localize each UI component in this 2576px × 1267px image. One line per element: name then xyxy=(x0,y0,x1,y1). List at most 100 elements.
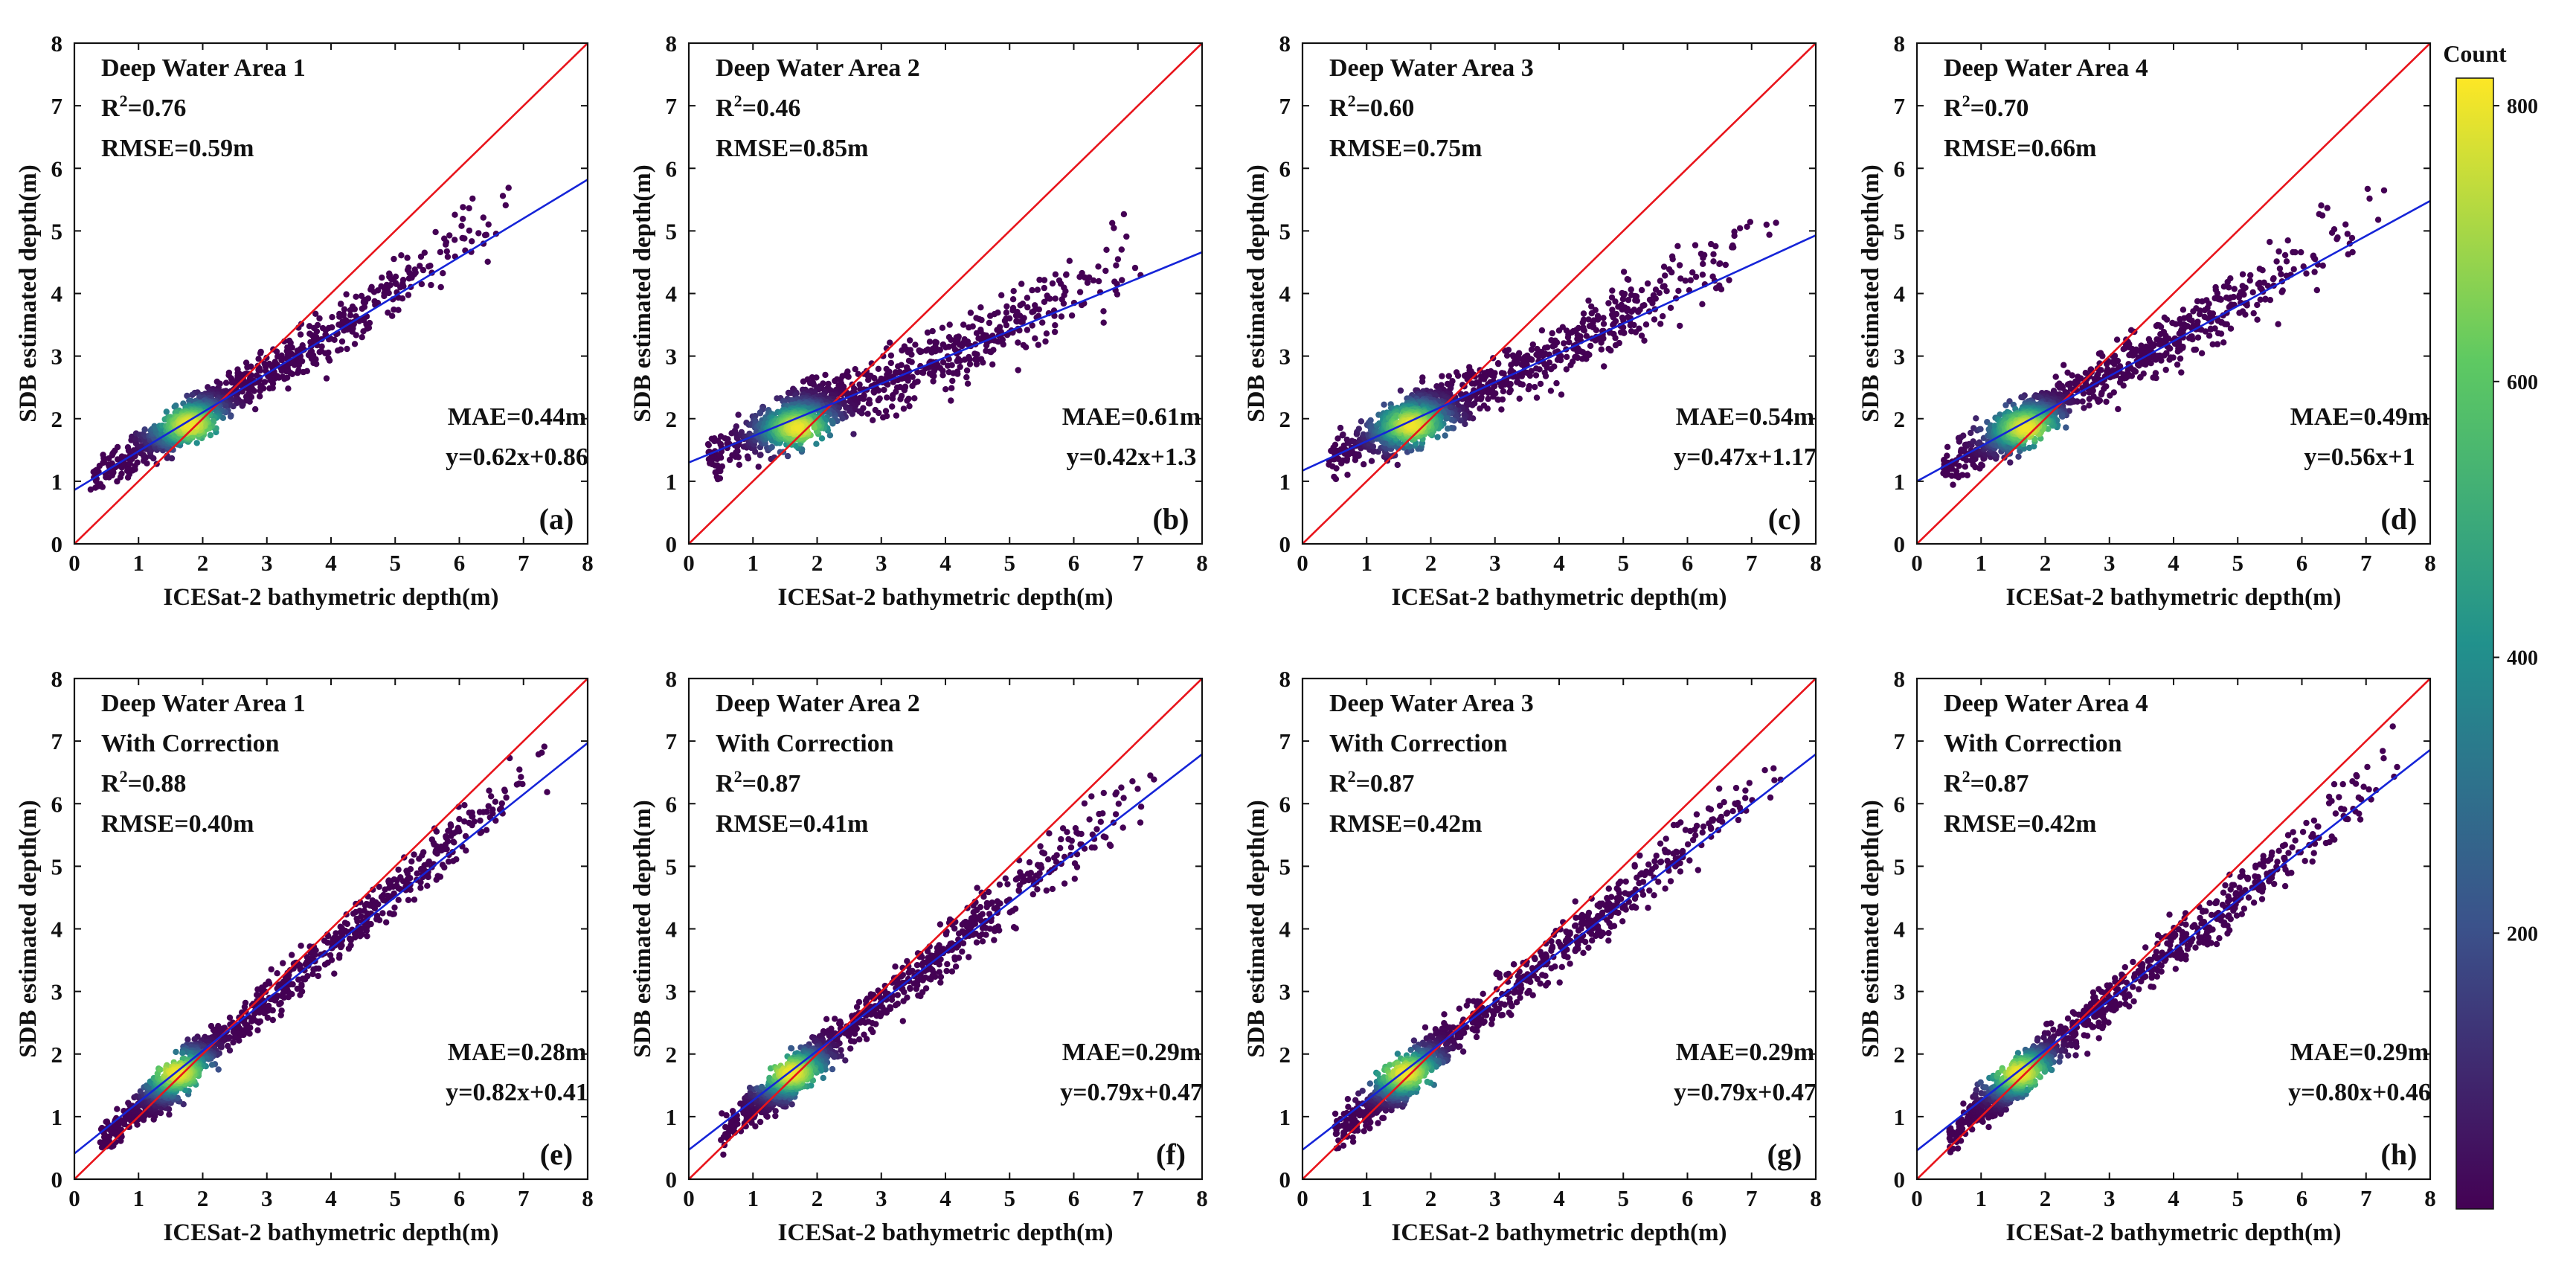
data-point xyxy=(2227,325,2235,332)
y-tick-label: 6 xyxy=(666,155,678,182)
data-point xyxy=(1968,429,1974,437)
r2-prefix: R xyxy=(101,94,120,122)
data-point xyxy=(2242,311,2249,318)
data-point xyxy=(1632,297,1639,304)
y-axis-label: SDB estimated depth(m) xyxy=(1243,164,1270,422)
data-point xyxy=(889,395,896,402)
data-point xyxy=(2214,341,2221,347)
data-point xyxy=(300,368,306,376)
data-point xyxy=(2278,289,2285,295)
data-point xyxy=(957,363,963,371)
data-point xyxy=(1076,274,1083,280)
data-point xyxy=(316,315,323,322)
data-point xyxy=(1120,211,1128,218)
data-point xyxy=(425,263,432,270)
data-point xyxy=(488,793,495,800)
data-point xyxy=(278,356,285,364)
x-tick-label: 8 xyxy=(1810,550,1822,576)
x-tick-label: 6 xyxy=(454,550,466,576)
data-point xyxy=(880,414,887,421)
data-point xyxy=(1337,424,1344,432)
data-point xyxy=(475,230,482,237)
fit-line xyxy=(1917,199,2430,483)
data-point xyxy=(1554,356,1561,363)
y-tick-label: 1 xyxy=(666,469,678,495)
data-point xyxy=(2243,302,2250,309)
data-point xyxy=(239,402,245,409)
data-point xyxy=(469,821,475,829)
data-point xyxy=(1095,278,1102,285)
data-point xyxy=(1651,316,1658,323)
data-point xyxy=(2150,374,2156,381)
data-point xyxy=(2158,357,2165,364)
data-point xyxy=(1660,263,1668,270)
y-tick-label: 1 xyxy=(1279,469,1291,495)
data-point xyxy=(1498,370,1506,376)
fit-equation: y=0.56x+1 xyxy=(2304,443,2415,471)
data-point xyxy=(1722,261,1729,269)
data-point xyxy=(1003,321,1010,329)
data-point xyxy=(498,800,505,806)
panel-letter: (a) xyxy=(539,502,574,536)
data-point xyxy=(1332,441,1339,448)
data-point xyxy=(875,397,881,404)
data-point xyxy=(281,376,288,382)
data-point xyxy=(1041,277,1048,283)
data-point xyxy=(930,378,937,385)
mae-label: MAE=0.61m xyxy=(1062,403,1201,431)
data-point xyxy=(908,351,915,358)
data-point xyxy=(1773,219,1779,226)
data-point xyxy=(408,858,415,865)
data-point xyxy=(2132,368,2139,375)
data-point xyxy=(1063,272,1070,278)
data-point xyxy=(1103,246,1110,253)
y-tick-label: 7 xyxy=(1279,93,1291,119)
data-point xyxy=(1498,382,1505,390)
x-tick-label: 2 xyxy=(197,550,209,576)
data-point xyxy=(2099,353,2106,359)
data-point xyxy=(1960,432,1967,439)
r2-superscript: 2 xyxy=(120,92,128,110)
data-point xyxy=(1585,316,1592,323)
data-point xyxy=(2254,316,2261,323)
data-point xyxy=(269,380,277,387)
one-to-one-line xyxy=(1917,43,2430,544)
data-point xyxy=(907,337,913,344)
data-point xyxy=(977,304,984,311)
data-point xyxy=(2334,236,2340,243)
data-point xyxy=(114,478,121,485)
data-point xyxy=(445,827,452,834)
data-point xyxy=(2176,330,2182,337)
data-point xyxy=(417,253,425,260)
data-point xyxy=(1660,312,1666,320)
data-point xyxy=(323,375,330,382)
data-point xyxy=(460,204,466,211)
data-point xyxy=(1593,327,1600,333)
data-point xyxy=(273,348,280,355)
data-point xyxy=(1716,260,1723,267)
data-point xyxy=(939,372,946,379)
data-point xyxy=(2344,231,2351,237)
data-point xyxy=(2311,269,2318,275)
data-point xyxy=(1532,372,1540,379)
data-point xyxy=(1012,312,1020,319)
r2-value: =0.60 xyxy=(1356,94,1415,122)
y-axis-label: SDB estimated depth(m) xyxy=(15,164,42,422)
data-point xyxy=(2162,366,2169,373)
data-point xyxy=(2298,248,2304,256)
data-point xyxy=(1962,464,1968,470)
data-point xyxy=(1586,323,1593,330)
data-point xyxy=(503,794,510,801)
data-point xyxy=(1579,356,1586,362)
data-point xyxy=(2086,396,2092,402)
data-point xyxy=(1973,415,1979,422)
data-point xyxy=(1024,304,1031,311)
data-point xyxy=(1726,277,1732,283)
data-point xyxy=(1657,278,1664,284)
data-point xyxy=(856,381,863,388)
data-point xyxy=(2194,298,2201,305)
data-point xyxy=(404,254,411,261)
data-point xyxy=(445,858,452,865)
data-point xyxy=(949,377,956,385)
